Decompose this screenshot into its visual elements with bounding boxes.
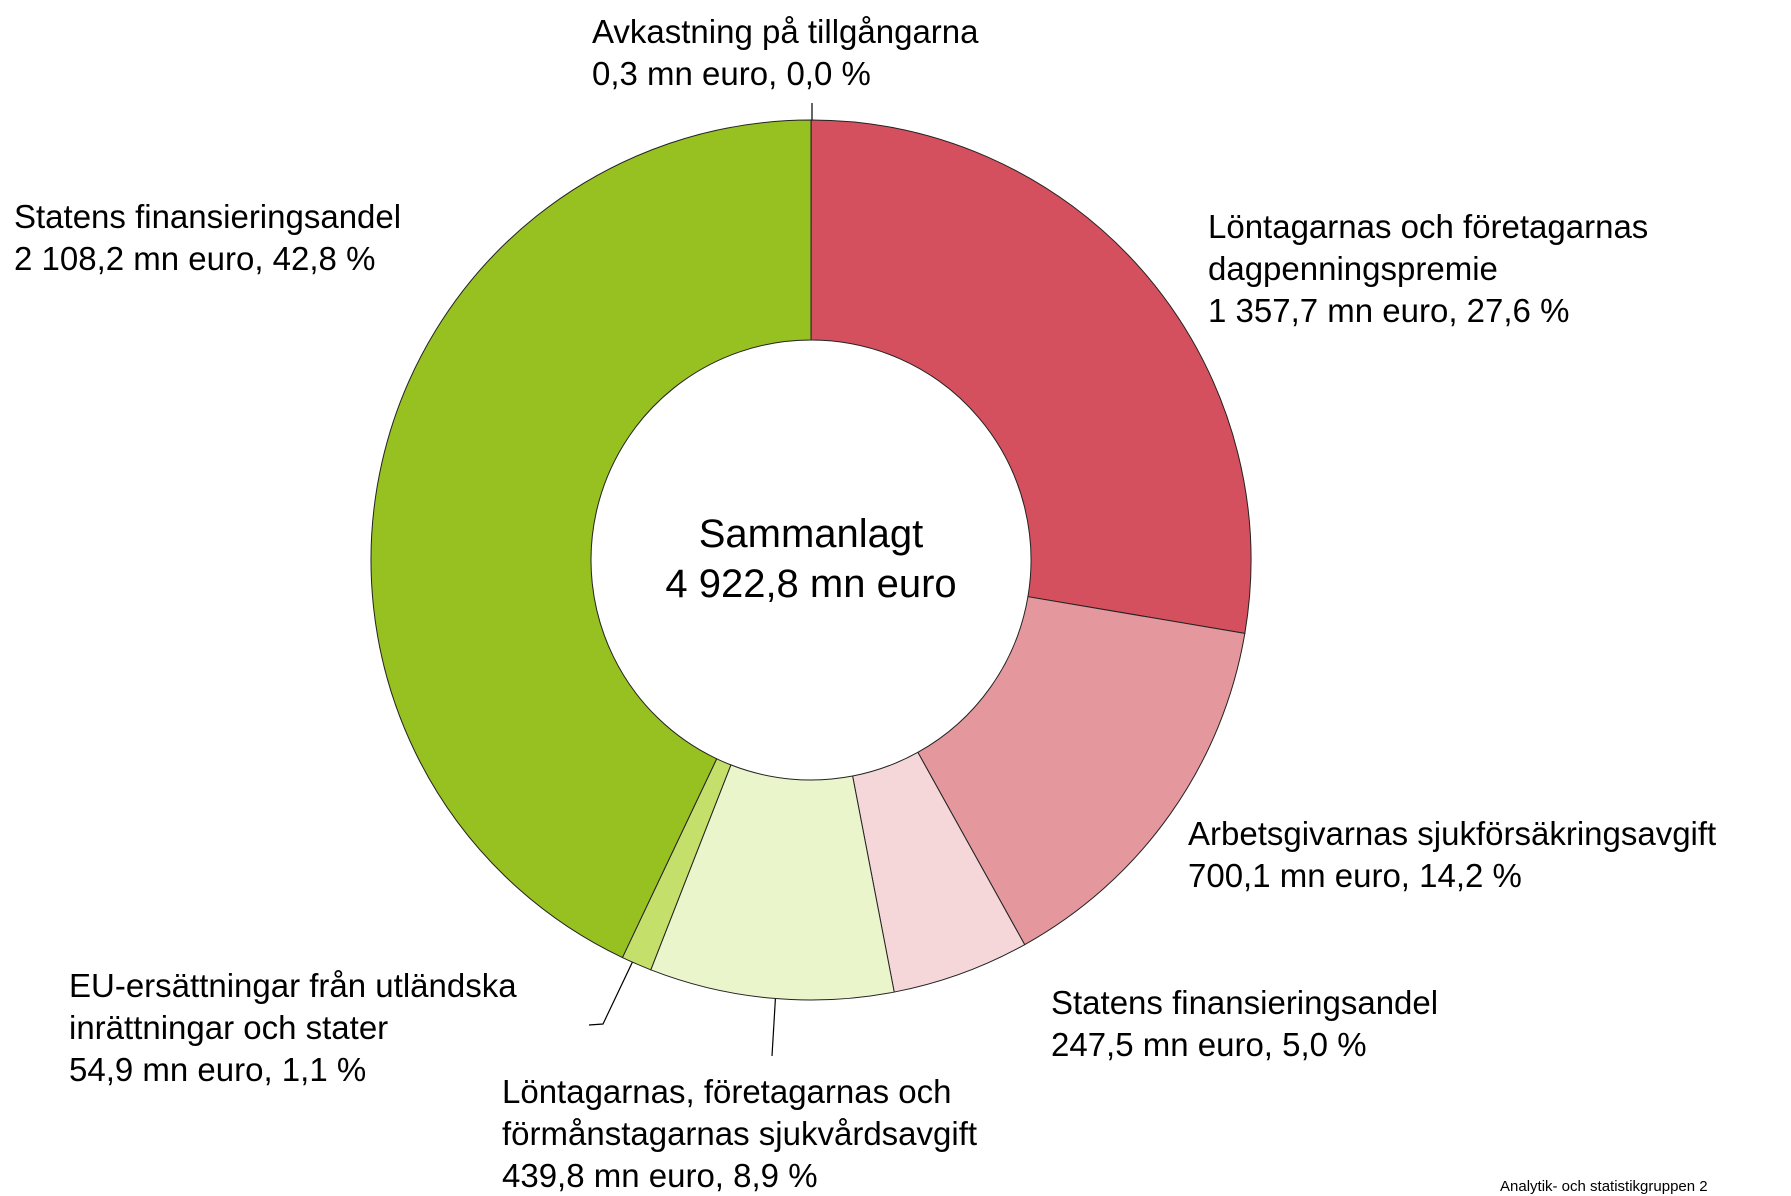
value-label: 2 108,2 mn euro, 42,8 % xyxy=(14,240,376,277)
value-label: 439,8 mn euro, 8,9 % xyxy=(502,1157,818,1194)
value-label: 700,1 mn euro, 14,2 % xyxy=(1188,857,1522,894)
category-label: Statens finansieringsandel xyxy=(14,198,402,235)
value-label: 1 357,7 mn euro, 27,6 % xyxy=(1208,292,1570,329)
center-value: 4 922,8 mn euro xyxy=(665,562,957,606)
category-label: Arbetsgivarnas sjukförsäkringsavgift xyxy=(1188,815,1717,852)
slice-label: Arbetsgivarnas sjukförsäkringsavgift 700,… xyxy=(1188,813,1788,897)
category-label: EU-ersättningar från utländska inrättnin… xyxy=(69,967,517,1046)
value-label: 247,5 mn euro, 5,0 % xyxy=(1051,1026,1367,1063)
category-label: Löntagarnas, företagarnas och förmånstag… xyxy=(502,1073,978,1152)
slice-label: Löntagarnas och företagarnas dagpennings… xyxy=(1208,206,1728,332)
category-label: Löntagarnas och företagarnas dagpennings… xyxy=(1208,208,1649,287)
slice-label: EU-ersättningar från utländska inrättnin… xyxy=(69,965,589,1091)
slice-label: Avkastning på tillgångarna 0,3 mn euro, 0… xyxy=(592,11,1192,95)
value-label: 0,3 mn euro, 0,0 % xyxy=(592,55,871,92)
slice xyxy=(370,119,812,959)
category-label: Statens finansieringsandel xyxy=(1051,984,1439,1021)
category-label: Avkastning på tillgångarna xyxy=(592,13,979,50)
source: Analytik- och statistikgruppen 2 xyxy=(1500,1178,1708,1195)
slice-label: Statens finansieringsandel 247,5 mn euro,… xyxy=(1051,982,1571,1066)
slice xyxy=(810,119,1252,634)
slice-label: Statens finansieringsandel 2 108,2 mn eur… xyxy=(14,196,534,280)
value-label: 54,9 mn euro, 1,1 % xyxy=(69,1051,367,1088)
slice-label: Löntagarnas, företagarnas och förmånstag… xyxy=(502,1071,1047,1196)
center-title: Sammanlagt xyxy=(698,512,924,556)
slice xyxy=(917,596,1246,946)
